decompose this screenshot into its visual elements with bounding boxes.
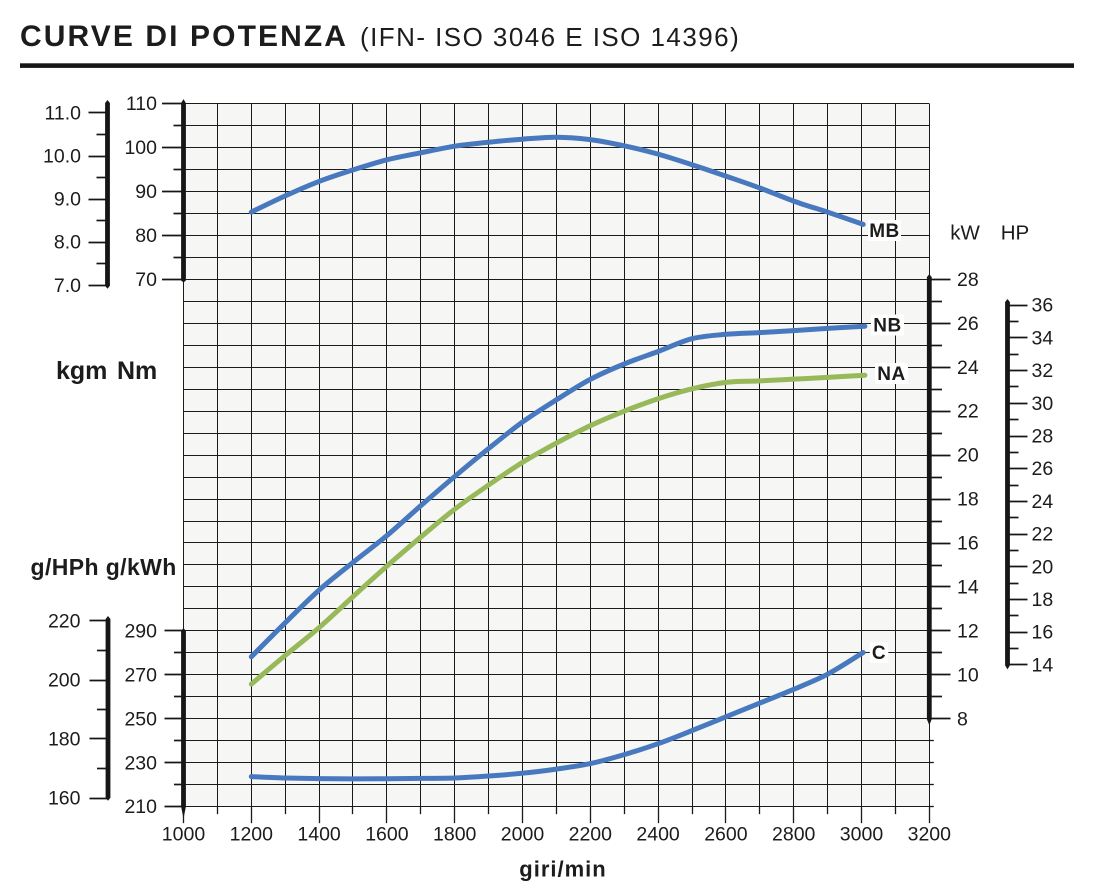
- svg-text:Nm: Nm: [117, 357, 157, 385]
- svg-text:270: 270: [124, 664, 157, 686]
- svg-text:26: 26: [957, 313, 979, 335]
- svg-text:18: 18: [1032, 589, 1054, 611]
- svg-text:10.0: 10.0: [43, 146, 81, 168]
- svg-text:220: 220: [48, 611, 81, 633]
- svg-text:2000: 2000: [501, 824, 545, 846]
- svg-text:22: 22: [1032, 524, 1054, 546]
- svg-text:160: 160: [48, 788, 81, 810]
- svg-text:22: 22: [957, 401, 979, 423]
- svg-text:32: 32: [1032, 360, 1054, 382]
- svg-text:8.0: 8.0: [54, 232, 81, 254]
- svg-text:210: 210: [124, 796, 157, 818]
- svg-text:90: 90: [135, 181, 157, 203]
- svg-text:NB: NB: [873, 316, 901, 337]
- svg-text:100: 100: [124, 137, 157, 159]
- svg-text:1800: 1800: [433, 824, 477, 846]
- svg-text:(IFN- ISO 3046 E ISO 14396): (IFN- ISO 3046 E ISO 14396): [360, 22, 740, 52]
- svg-text:3000: 3000: [840, 824, 884, 846]
- svg-text:2800: 2800: [772, 824, 816, 846]
- svg-text:2600: 2600: [704, 824, 748, 846]
- svg-text:34: 34: [1032, 327, 1054, 349]
- svg-text:20: 20: [1032, 556, 1054, 578]
- svg-text:18: 18: [957, 489, 979, 511]
- svg-text:CURVE DI POTENZA: CURVE DI POTENZA: [20, 20, 348, 53]
- svg-text:3200: 3200: [908, 824, 952, 846]
- svg-text:C: C: [872, 643, 886, 664]
- svg-text:11.0: 11.0: [44, 102, 81, 124]
- svg-text:24: 24: [1032, 491, 1054, 513]
- svg-text:70: 70: [135, 269, 157, 291]
- svg-text:1600: 1600: [365, 824, 409, 846]
- svg-text:20: 20: [957, 445, 979, 467]
- svg-text:9.0: 9.0: [54, 189, 81, 211]
- svg-text:2200: 2200: [569, 824, 613, 846]
- svg-text:g/HPh g/kWh: g/HPh g/kWh: [31, 554, 177, 580]
- svg-text:1000: 1000: [162, 824, 206, 846]
- svg-text:200: 200: [48, 670, 81, 692]
- svg-text:14: 14: [957, 577, 979, 599]
- svg-text:30: 30: [1032, 393, 1054, 415]
- svg-text:230: 230: [124, 752, 157, 774]
- svg-text:16: 16: [957, 533, 979, 555]
- svg-text:NA: NA: [877, 364, 905, 385]
- svg-text:10: 10: [957, 664, 979, 686]
- svg-text:8: 8: [957, 708, 968, 730]
- svg-text:26: 26: [1032, 458, 1054, 480]
- svg-text:28: 28: [1032, 426, 1054, 448]
- svg-text:7.0: 7.0: [54, 275, 81, 297]
- svg-text:110: 110: [126, 93, 157, 115]
- svg-text:16: 16: [1032, 622, 1054, 644]
- svg-text:250: 250: [124, 708, 157, 730]
- svg-text:1400: 1400: [297, 824, 341, 846]
- svg-text:290: 290: [124, 620, 157, 642]
- svg-text:12: 12: [957, 620, 979, 642]
- svg-text:kgm: kgm: [56, 357, 107, 385]
- svg-text:14: 14: [1032, 654, 1054, 676]
- svg-text:kW: kW: [950, 222, 980, 245]
- svg-text:2400: 2400: [636, 824, 680, 846]
- svg-text:28: 28: [957, 269, 979, 291]
- svg-text:80: 80: [135, 225, 157, 247]
- svg-text:1200: 1200: [230, 824, 274, 846]
- svg-text:36: 36: [1032, 295, 1054, 317]
- svg-text:180: 180: [48, 729, 81, 751]
- svg-text:MB: MB: [869, 221, 900, 242]
- svg-text:giri/min: giri/min: [519, 857, 606, 882]
- svg-text:HP: HP: [1001, 222, 1029, 245]
- svg-text:24: 24: [957, 357, 979, 379]
